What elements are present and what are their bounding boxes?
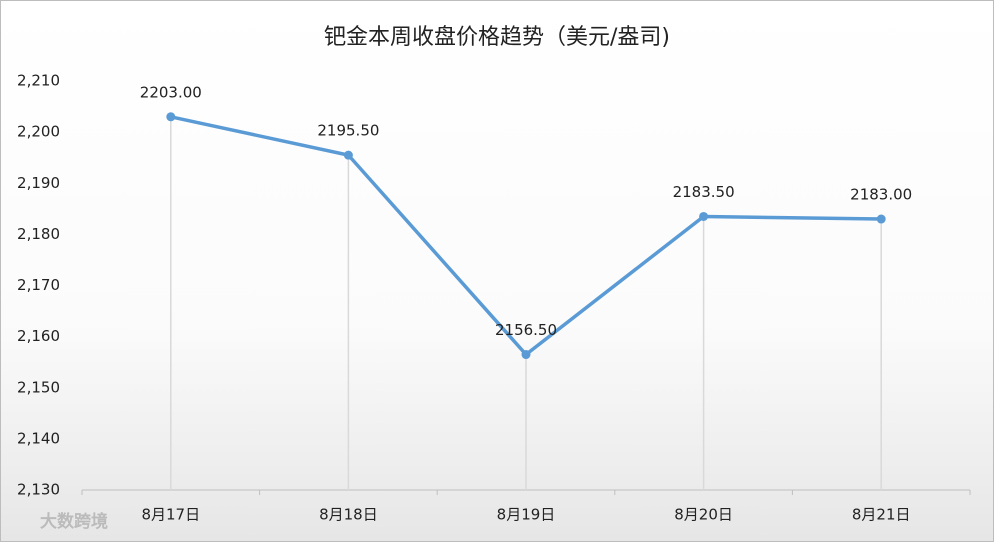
x-tick-label: 8月20日 <box>674 506 733 524</box>
marker <box>699 211 709 221</box>
data-label: 2156.50 <box>495 321 557 339</box>
x-tick-label: 8月21日 <box>852 506 911 524</box>
marker <box>876 214 886 224</box>
data-label: 2183.50 <box>673 183 735 201</box>
y-tick-label: 2,200 <box>17 123 60 141</box>
y-tick-label: 2,140 <box>17 429 60 447</box>
chart-title: 钯金本周收盘价格趋势（美元/盎司) <box>324 25 670 50</box>
data-label: 2183.00 <box>850 186 912 204</box>
y-tick-label: 2,160 <box>17 327 60 345</box>
x-tick-label: 8月18日 <box>319 506 378 524</box>
y-tick-label: 2,170 <box>17 276 60 294</box>
y-tick-label: 2,130 <box>17 481 60 499</box>
y-tick-label: 2,190 <box>17 174 60 192</box>
y-tick-label: 2,150 <box>17 378 60 396</box>
y-tick-label: 2,180 <box>17 225 60 243</box>
x-tick-label: 8月17日 <box>141 506 200 524</box>
x-tick-label: 8月19日 <box>497 506 556 524</box>
data-label: 2195.50 <box>317 122 379 140</box>
y-tick-label: 2,210 <box>17 72 60 90</box>
marker <box>521 350 531 360</box>
watermark: 大数跨境 <box>40 511 108 532</box>
marker <box>166 112 176 122</box>
data-label: 2203.00 <box>140 83 202 101</box>
marker <box>343 150 353 160</box>
